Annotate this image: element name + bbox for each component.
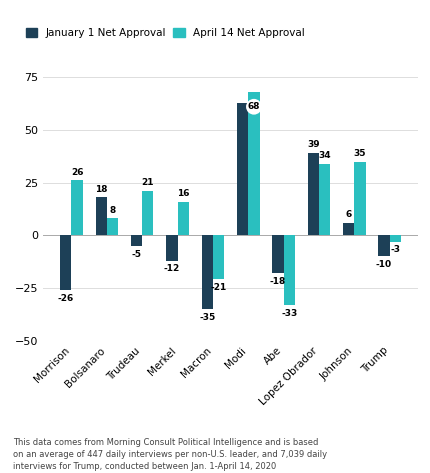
- Bar: [307, 153, 318, 235]
- Bar: [389, 235, 400, 242]
- Text: This data comes from Morning Consult Political Intelligence and is based
on an a: This data comes from Morning Consult Pol…: [13, 438, 326, 471]
- Bar: [353, 161, 365, 235]
- Bar: [283, 235, 294, 305]
- Bar: [212, 235, 224, 280]
- Bar: [177, 201, 188, 235]
- Text: 18: 18: [95, 184, 107, 193]
- Legend: January 1 Net Approval, April 14 Net Approval: January 1 Net Approval, April 14 Net App…: [26, 27, 304, 38]
- Text: 16: 16: [177, 189, 189, 198]
- Text: -18: -18: [269, 277, 286, 286]
- Bar: [71, 181, 83, 235]
- Bar: [378, 235, 389, 256]
- Bar: [237, 103, 248, 235]
- Text: 68: 68: [247, 102, 260, 111]
- Bar: [166, 235, 177, 261]
- Bar: [342, 223, 353, 235]
- Text: -26: -26: [58, 294, 74, 303]
- Bar: [248, 92, 259, 235]
- Bar: [142, 191, 153, 235]
- Text: 8: 8: [109, 206, 115, 215]
- Bar: [131, 235, 142, 246]
- Text: 35: 35: [353, 149, 366, 158]
- Bar: [95, 197, 107, 235]
- Text: 26: 26: [71, 168, 83, 177]
- Bar: [272, 235, 283, 273]
- Text: 21: 21: [141, 178, 154, 187]
- Text: -5: -5: [131, 250, 141, 259]
- Bar: [318, 164, 329, 235]
- Text: -35: -35: [199, 313, 215, 322]
- Text: -21: -21: [210, 283, 226, 292]
- Bar: [201, 235, 212, 309]
- Bar: [60, 235, 71, 290]
- Text: 34: 34: [318, 151, 330, 160]
- Text: 39: 39: [306, 140, 319, 149]
- Bar: [107, 219, 118, 235]
- Text: -33: -33: [280, 308, 297, 317]
- Text: -3: -3: [390, 245, 399, 254]
- Text: -12: -12: [163, 264, 180, 273]
- Text: 6: 6: [345, 210, 351, 219]
- Text: -10: -10: [375, 260, 391, 269]
